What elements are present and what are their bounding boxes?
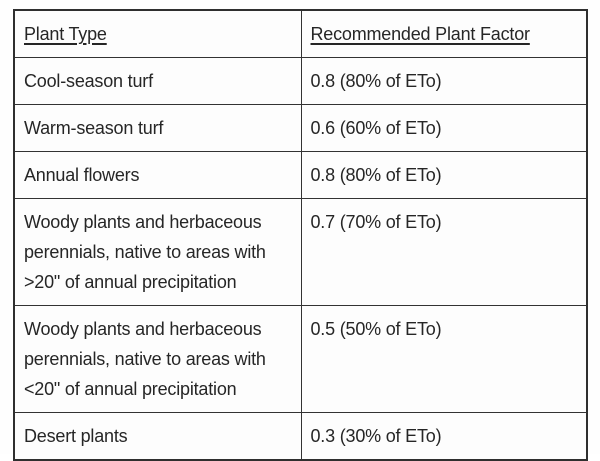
header-factor: Recommended Plant Factor: [300, 9, 588, 58]
header-row: Plant Type Recommended Plant Factor: [13, 9, 588, 58]
factor-cell: 0.8 (80% of ETo): [300, 57, 588, 105]
table-row: Cool-season turf 0.8 (80% of ETo): [13, 57, 588, 105]
table-row: Annual flowers 0.8 (80% of ETo): [13, 151, 588, 199]
factor-cell: 0.7 (70% of ETo): [300, 198, 588, 306]
header-plant-type: Plant Type: [13, 9, 302, 58]
plant-type-cell: Warm-season turf: [13, 104, 302, 152]
table-row: Warm-season turf 0.6 (60% of ETo): [13, 104, 588, 152]
factor-cell: 0.5 (50% of ETo): [300, 305, 588, 413]
plant-type-cell: Desert plants: [13, 412, 302, 461]
plant-factor-table: Plant Type Recommended Plant Factor Cool…: [13, 9, 588, 461]
plant-type-cell: Cool-season turf: [13, 57, 302, 105]
plant-type-cell: Woody plants and herbaceous perennials, …: [13, 305, 302, 413]
plant-type-cell: Annual flowers: [13, 151, 302, 199]
table-row: Desert plants 0.3 (30% of ETo): [13, 412, 588, 461]
table-row: Woody plants and herbaceous perennials, …: [13, 198, 588, 306]
factor-cell: 0.3 (30% of ETo): [300, 412, 588, 461]
table-row: Woody plants and herbaceous perennials, …: [13, 305, 588, 413]
factor-cell: 0.8 (80% of ETo): [300, 151, 588, 199]
header-factor-label: Recommended Plant Factor: [310, 24, 531, 44]
header-plant-type-label: Plant Type: [24, 24, 107, 44]
plant-type-cell: Woody plants and herbaceous perennials, …: [13, 198, 302, 306]
factor-cell: 0.6 (60% of ETo): [300, 104, 588, 152]
